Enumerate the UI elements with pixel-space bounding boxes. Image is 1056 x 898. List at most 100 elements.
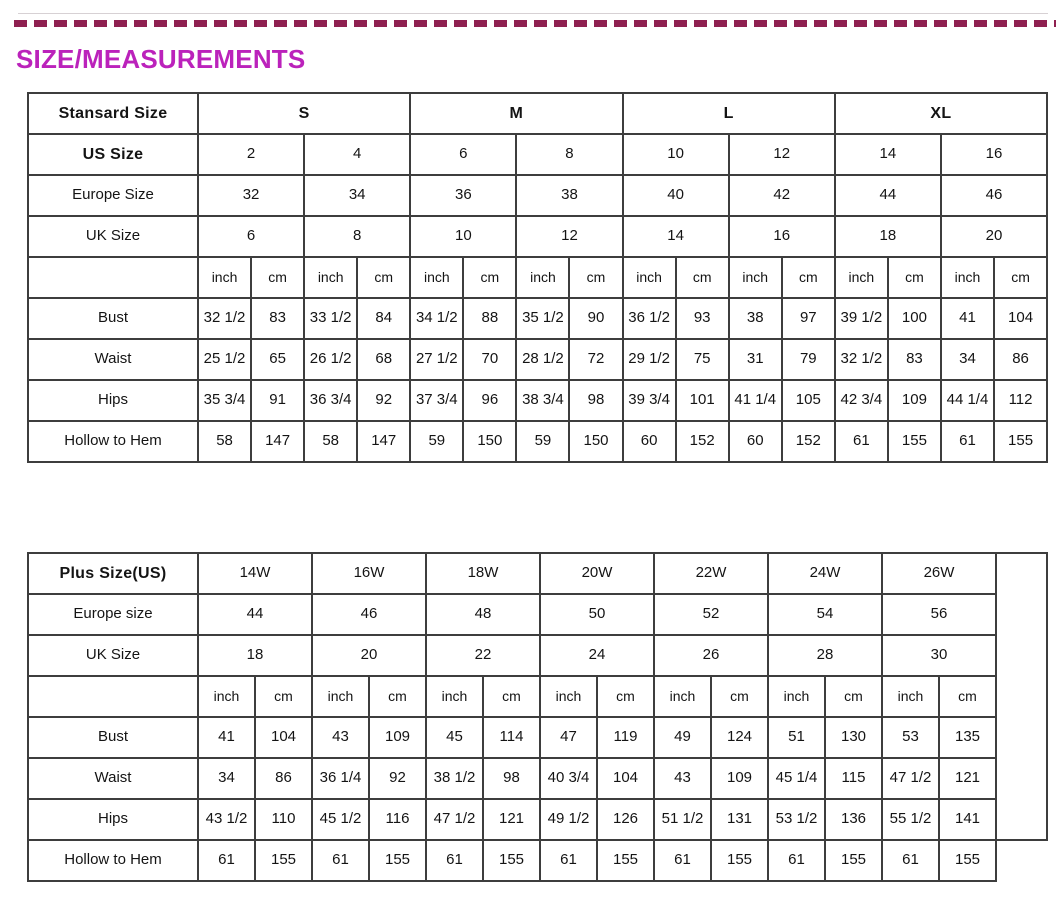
- size-value: 10: [621, 133, 730, 176]
- measurement-value: 58: [303, 420, 359, 463]
- size-value: 8: [515, 133, 624, 176]
- measurement-value: 40 3/4: [539, 757, 598, 800]
- measurement-value: 51 1/2: [653, 798, 712, 841]
- size-value: 50: [539, 593, 655, 636]
- measurement-row: Hips 43 1/2 110 45 1/2 116 47 1/2 121 49 1/2 126…: [27, 798, 1047, 841]
- unit-inch: inch: [425, 675, 484, 718]
- measurement-value: 72: [568, 338, 624, 381]
- size-value: 46: [311, 593, 427, 636]
- unit-cm: cm: [462, 256, 518, 299]
- measurement-value: 36 1/2: [621, 297, 677, 340]
- measurement-value: 130: [824, 716, 883, 759]
- measurement-value: 101: [674, 379, 730, 422]
- size-value: 14: [621, 215, 730, 258]
- page-title: SIZE/MEASUREMENTS: [16, 44, 306, 74]
- measurement-value: 100: [886, 297, 942, 340]
- unit-inch: inch: [939, 256, 996, 299]
- top-divider: [0, 0, 1056, 30]
- size-group-l: L: [621, 92, 836, 135]
- size-value: 14: [833, 133, 942, 176]
- plus-size-20w: 20W: [539, 552, 655, 595]
- plus-size-corner-label: Plus Size(US): [27, 552, 199, 595]
- measurement-value: 45 1/2: [311, 798, 370, 841]
- measurement-value: 114: [482, 716, 541, 759]
- measurement-value: 27 1/2: [409, 338, 465, 381]
- size-value: 48: [425, 593, 541, 636]
- measurement-value: 33 1/2: [303, 297, 359, 340]
- unit-cm: cm: [674, 256, 730, 299]
- measurement-value: 61: [881, 839, 940, 882]
- plus-size-26w: 26W: [881, 552, 997, 595]
- unit-cm: cm: [482, 675, 541, 718]
- measurement-value: 155: [992, 420, 1049, 463]
- measurement-value: 104: [254, 716, 313, 759]
- unit-inch: inch: [196, 256, 253, 299]
- measurement-value: 25 1/2: [196, 338, 253, 381]
- measurement-value: 39 3/4: [621, 379, 677, 422]
- measurement-value: 116: [368, 798, 427, 841]
- measurement-label: Hollow to Hem: [27, 420, 199, 463]
- size-value: 32: [196, 174, 306, 217]
- measurement-label: Waist: [27, 338, 199, 381]
- measurement-value: 34: [197, 757, 256, 800]
- unit-inch: inch: [197, 675, 256, 718]
- unit-inch: inch: [727, 256, 783, 299]
- measurement-value: 150: [462, 420, 518, 463]
- measurement-value: 60: [727, 420, 783, 463]
- measurement-row: Bust 41 104 43 109 45 114 47 119 49 124 51 130 53 135: [27, 716, 1047, 759]
- measurement-value: 98: [482, 757, 541, 800]
- measurement-value: 43: [653, 757, 712, 800]
- size-value: 2: [196, 133, 306, 176]
- measurement-value: 155: [482, 839, 541, 882]
- measurement-value: 109: [886, 379, 942, 422]
- unit-cm: cm: [992, 256, 1049, 299]
- measurement-value: 59: [515, 420, 571, 463]
- measurement-value: 61: [833, 420, 889, 463]
- measurement-value: 97: [780, 297, 836, 340]
- measurement-value: 45 1/4: [767, 757, 826, 800]
- size-value: 18: [197, 634, 313, 677]
- table-row: US Size 2 4 6 8 10 12 14 16: [27, 133, 1049, 176]
- size-value: 20: [311, 634, 427, 677]
- size-value: 42: [727, 174, 836, 217]
- measurement-value: 58: [196, 420, 253, 463]
- measurement-value: 34: [939, 338, 996, 381]
- size-value: 38: [515, 174, 624, 217]
- size-value: 26: [653, 634, 769, 677]
- size-value: 54: [767, 593, 883, 636]
- measurement-label: Hips: [27, 379, 199, 422]
- size-value: 40: [621, 174, 730, 217]
- measurement-value: 105: [780, 379, 836, 422]
- measurement-value: 92: [356, 379, 412, 422]
- measurement-value: 150: [568, 420, 624, 463]
- size-value: 44: [197, 593, 313, 636]
- size-value: 46: [939, 174, 1049, 217]
- measurement-value: 47 1/2: [425, 798, 484, 841]
- unit-inch: inch: [409, 256, 465, 299]
- size-value: 6: [409, 133, 518, 176]
- size-value: 28: [767, 634, 883, 677]
- measurement-value: 61: [767, 839, 826, 882]
- size-value: 6: [196, 215, 306, 258]
- row-label: Europe size: [27, 593, 199, 636]
- measurement-value: 45: [425, 716, 484, 759]
- measurement-value: 41: [197, 716, 256, 759]
- unit-inch: inch: [515, 256, 571, 299]
- measurement-value: 75: [674, 338, 730, 381]
- measurement-value: 91: [250, 379, 306, 422]
- measurement-value: 147: [250, 420, 306, 463]
- measurement-value: 92: [368, 757, 427, 800]
- measurement-value: 109: [710, 757, 769, 800]
- size-value: 18: [833, 215, 942, 258]
- measurement-value: 42 3/4: [833, 379, 889, 422]
- measurement-value: 135: [938, 716, 997, 759]
- measurement-value: 124: [710, 716, 769, 759]
- measurement-value: 83: [886, 338, 942, 381]
- plus-size-24w: 24W: [767, 552, 883, 595]
- measurement-row: Waist 34 86 36 1/4 92 38 1/2 98 40 3/4 104 43 109 4…: [27, 757, 1047, 800]
- size-value: 34: [303, 174, 412, 217]
- size-value: 56: [881, 593, 997, 636]
- measurement-row: Hollow to Hem 61 155 61 155 61 155 61 155 61 155 61…: [27, 839, 1047, 882]
- hairline-rule: [18, 13, 1048, 14]
- measurement-value: 110: [254, 798, 313, 841]
